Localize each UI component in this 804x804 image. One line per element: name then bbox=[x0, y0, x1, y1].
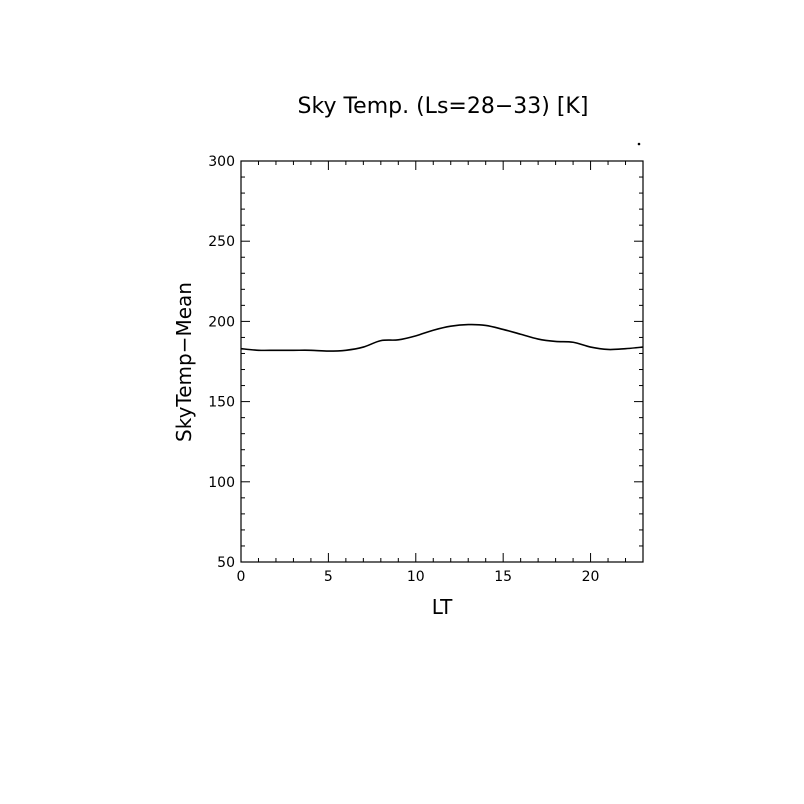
x-tick-label: 0 bbox=[237, 569, 246, 585]
x-tick-labels: 0 5 10 15 20 bbox=[237, 569, 600, 585]
y-tick-label: 200 bbox=[208, 314, 235, 330]
y-tick-label: 100 bbox=[208, 475, 235, 491]
chart-title: Sky Temp. (Ls=28−33) [K] bbox=[298, 94, 589, 119]
y-tick-label: 300 bbox=[208, 154, 235, 170]
x-axis-ticks bbox=[240, 161, 644, 562]
corner-dot-marker bbox=[637, 142, 641, 146]
y-axis-title: SkyTemp−Mean bbox=[172, 282, 196, 442]
x-axis-title: LT bbox=[432, 595, 453, 619]
y-tick-label: 150 bbox=[208, 395, 235, 411]
x-tick-label: 20 bbox=[582, 569, 600, 585]
x-tick-label: 10 bbox=[407, 569, 425, 585]
y-axis-ticks bbox=[241, 160, 643, 563]
y-tick-label: 250 bbox=[208, 234, 235, 250]
series-line bbox=[240, 323, 644, 352]
y-tick-labels: 50 100 150 200 250 300 bbox=[208, 154, 235, 571]
x-tick-label: 15 bbox=[494, 569, 512, 585]
x-tick-label: 5 bbox=[324, 569, 333, 585]
y-tick-label: 50 bbox=[217, 555, 235, 571]
plot-frame bbox=[240, 160, 644, 563]
